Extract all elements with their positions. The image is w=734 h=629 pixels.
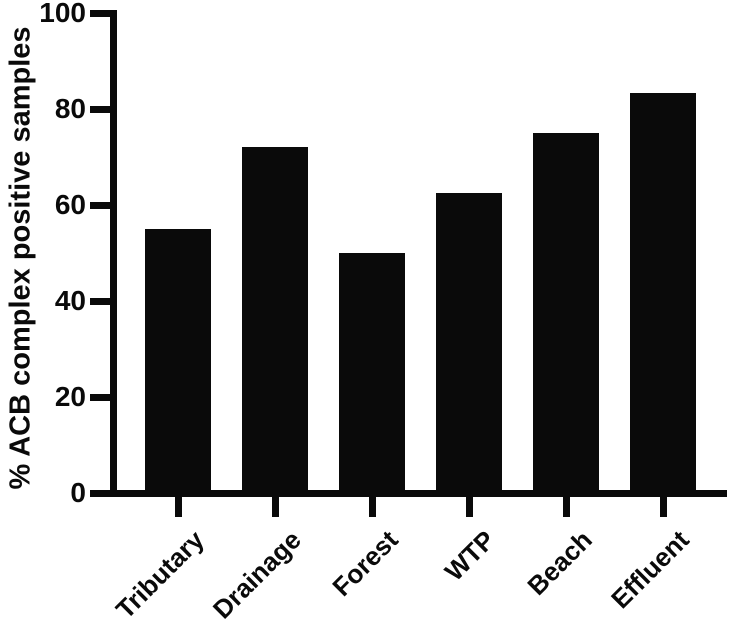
y-tick-label: 40: [54, 285, 86, 316]
y-tick-label: 60: [54, 189, 86, 220]
x-tick-mark: [562, 496, 570, 517]
x-tick-mark: [174, 496, 182, 517]
x-tick-mark: [659, 496, 667, 517]
y-tick-mark: [90, 9, 110, 17]
y-tick-label: 100: [39, 0, 86, 28]
bar-beach: [533, 133, 599, 493]
y-tick-label: 80: [54, 93, 86, 124]
y-tick-label: 20: [54, 381, 86, 412]
x-tick-label-tributary: Tributary: [109, 524, 210, 625]
bar-forest: [339, 253, 405, 493]
x-tick-mark: [271, 496, 279, 517]
bar-wtp: [436, 193, 502, 493]
y-tick-mark: [90, 393, 110, 401]
bar-drainage: [242, 147, 308, 493]
x-tick-mark: [465, 496, 473, 517]
bar-effluent: [630, 93, 696, 493]
x-axis-line: [110, 489, 727, 497]
y-tick-mark: [90, 201, 110, 209]
bar-tributary: [145, 229, 211, 493]
y-tick-mark: [90, 105, 110, 113]
y-tick-mark: [90, 489, 110, 497]
y-tick-mark: [90, 297, 110, 305]
x-tick-mark: [368, 496, 376, 517]
y-tick-label: 0: [70, 477, 86, 508]
y-axis-line: [110, 9, 117, 497]
